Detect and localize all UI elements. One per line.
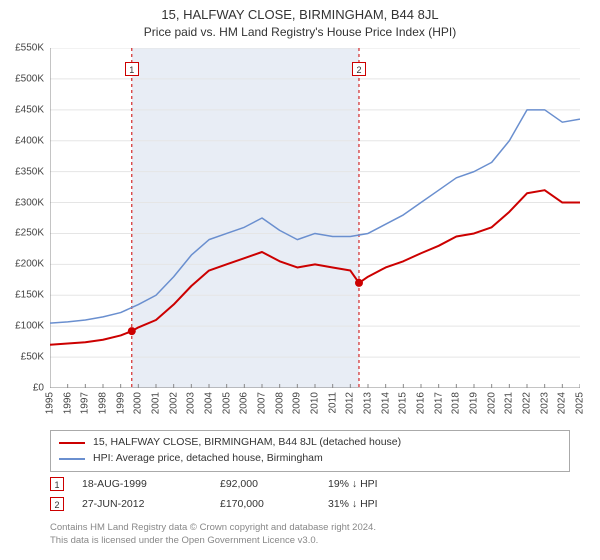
- footer-line1: Contains HM Land Registry data © Crown c…: [50, 522, 570, 535]
- transaction-marker: 2: [50, 497, 64, 511]
- transaction-diff: 31% ↓ HPI: [328, 498, 428, 510]
- legend: 15, HALFWAY CLOSE, BIRMINGHAM, B44 8JL (…: [50, 430, 570, 472]
- y-tick-label: £0: [33, 383, 44, 394]
- y-tick-label: £250K: [15, 228, 44, 239]
- chart-marker-1: 1: [125, 62, 139, 76]
- x-tick-label: 2021: [504, 392, 515, 414]
- y-tick-label: £100K: [15, 321, 44, 332]
- transaction-marker: 1: [50, 477, 64, 491]
- y-tick-label: £150K: [15, 290, 44, 301]
- x-tick-label: 2010: [310, 392, 321, 414]
- x-tick-label: 2018: [451, 392, 462, 414]
- x-tick-label: 2020: [486, 392, 497, 414]
- footer: Contains HM Land Registry data © Crown c…: [50, 522, 570, 548]
- x-tick-label: 2012: [345, 392, 356, 414]
- legend-label: HPI: Average price, detached house, Birm…: [93, 451, 323, 467]
- x-tick-label: 2014: [380, 392, 391, 414]
- x-tick-label: 2000: [133, 392, 144, 414]
- x-tick-label: 2011: [327, 392, 338, 414]
- title-subtitle: Price paid vs. HM Land Registry's House …: [0, 24, 600, 40]
- y-axis: £0£50K£100K£150K£200K£250K£300K£350K£400…: [0, 48, 48, 388]
- y-tick-label: £350K: [15, 166, 44, 177]
- x-tick-label: 2019: [469, 392, 480, 414]
- transaction-price: £92,000: [220, 478, 310, 490]
- legend-item: HPI: Average price, detached house, Birm…: [59, 451, 561, 467]
- legend-label: 15, HALFWAY CLOSE, BIRMINGHAM, B44 8JL (…: [93, 435, 401, 451]
- plot-area: 12: [50, 48, 580, 388]
- x-tick-label: 2004: [204, 392, 215, 414]
- x-tick-label: 2022: [522, 392, 533, 414]
- x-tick-label: 2003: [186, 392, 197, 414]
- y-tick-label: £400K: [15, 135, 44, 146]
- title-block: 15, HALFWAY CLOSE, BIRMINGHAM, B44 8JL P…: [0, 0, 600, 40]
- y-tick-label: £200K: [15, 259, 44, 270]
- x-tick-label: 2009: [292, 392, 303, 414]
- transaction-table: 1 18-AUG-1999 £92,000 19% ↓ HPI 2 27-JUN-2012…: [50, 474, 570, 514]
- x-tick-label: 2005: [221, 392, 232, 414]
- x-tick-label: 1999: [115, 392, 126, 414]
- x-tick-label: 2008: [274, 392, 285, 414]
- title-address: 15, HALFWAY CLOSE, BIRMINGHAM, B44 8JL: [0, 6, 600, 24]
- legend-swatch: [59, 458, 85, 460]
- transaction-date: 27-JUN-2012: [82, 498, 202, 510]
- transaction-row: 1 18-AUG-1999 £92,000 19% ↓ HPI: [50, 474, 570, 494]
- y-tick-label: £450K: [15, 104, 44, 115]
- y-tick-label: £50K: [21, 352, 44, 363]
- legend-item: 15, HALFWAY CLOSE, BIRMINGHAM, B44 8JL (…: [59, 435, 561, 451]
- plot-svg: [50, 48, 580, 388]
- x-tick-label: 2001: [151, 392, 162, 414]
- legend-swatch: [59, 442, 85, 444]
- x-tick-label: 2016: [416, 392, 427, 414]
- x-tick-label: 1997: [80, 392, 91, 414]
- x-tick-label: 2023: [539, 392, 550, 414]
- x-tick-label: 2007: [257, 392, 268, 414]
- transaction-price: £170,000: [220, 498, 310, 510]
- x-tick-label: 2013: [363, 392, 374, 414]
- y-tick-label: £550K: [15, 43, 44, 54]
- x-axis: 1995199619971998199920002001200220032004…: [50, 390, 580, 426]
- x-tick-label: 2024: [557, 392, 568, 414]
- x-tick-label: 1998: [98, 392, 109, 414]
- x-tick-label: 2025: [575, 392, 586, 414]
- x-tick-label: 2017: [433, 392, 444, 414]
- x-tick-label: 2006: [239, 392, 250, 414]
- transaction-row: 2 27-JUN-2012 £170,000 31% ↓ HPI: [50, 494, 570, 514]
- chart-container: 15, HALFWAY CLOSE, BIRMINGHAM, B44 8JL P…: [0, 0, 600, 560]
- x-tick-label: 2015: [398, 392, 409, 414]
- y-tick-label: £300K: [15, 197, 44, 208]
- transaction-date: 18-AUG-1999: [82, 478, 202, 490]
- footer-line2: This data is licensed under the Open Gov…: [50, 535, 570, 548]
- chart-marker-2: 2: [352, 62, 366, 76]
- transaction-diff: 19% ↓ HPI: [328, 478, 428, 490]
- x-tick-label: 1995: [45, 392, 56, 414]
- x-tick-label: 1996: [62, 392, 73, 414]
- y-tick-label: £500K: [15, 73, 44, 84]
- x-tick-label: 2002: [168, 392, 179, 414]
